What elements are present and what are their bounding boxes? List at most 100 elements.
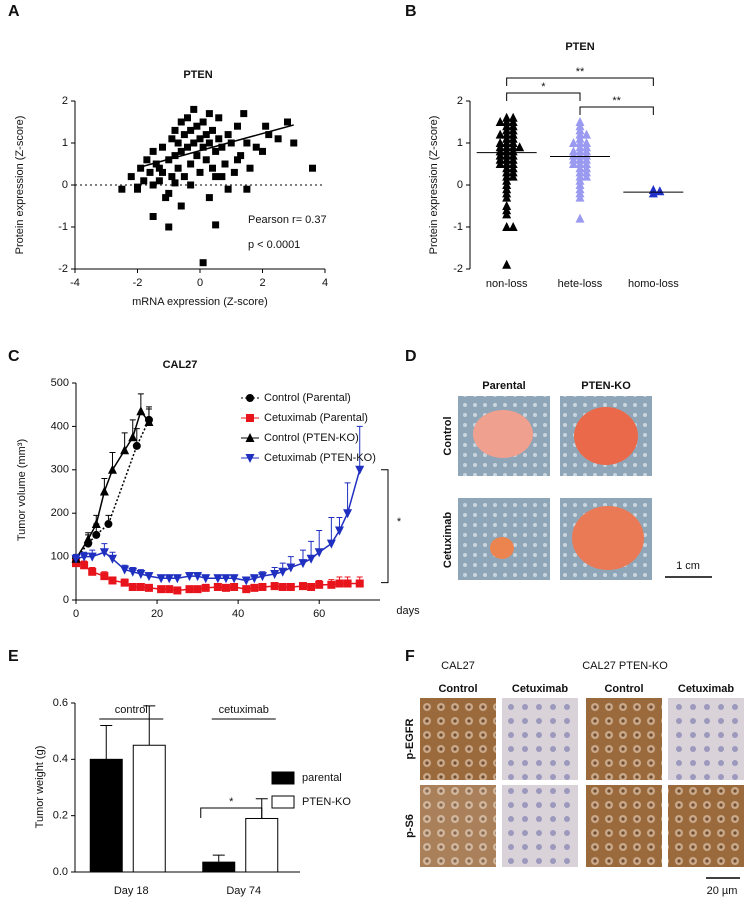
point <box>193 122 201 130</box>
legend-swatch <box>271 795 295 809</box>
point <box>136 569 146 579</box>
ihc-grid <box>420 698 744 879</box>
point <box>80 561 89 570</box>
point <box>270 569 280 579</box>
point <box>199 259 207 267</box>
scale-label: 1 cm <box>676 560 700 572</box>
bar <box>202 861 236 873</box>
point <box>127 173 135 181</box>
point <box>107 554 117 564</box>
panel-label: A <box>8 3 20 20</box>
point <box>165 189 173 197</box>
error-bar <box>100 725 113 760</box>
point <box>174 164 182 172</box>
point <box>502 259 512 269</box>
point <box>91 519 101 529</box>
column-label: PTEN-KO <box>581 380 631 392</box>
point <box>259 147 266 155</box>
point <box>205 139 213 147</box>
point <box>187 160 195 168</box>
y-tick-label: 1 <box>457 137 463 149</box>
point <box>144 583 153 592</box>
y-tick-label: 0.2 <box>53 810 68 822</box>
point <box>334 526 344 536</box>
y-axis-title: Tumor weight (g) <box>34 746 46 829</box>
point <box>243 185 251 193</box>
x-tick-label: 20 <box>151 608 163 620</box>
point <box>284 118 291 126</box>
column-label: Cetuximab <box>678 683 735 695</box>
annotation: Pearson r= 0.37 <box>248 214 327 226</box>
point <box>242 585 251 594</box>
point <box>157 585 166 594</box>
point <box>120 445 130 455</box>
point <box>575 192 585 202</box>
point <box>508 171 518 181</box>
point <box>205 194 213 202</box>
point <box>229 574 239 584</box>
y-tick-label: 0 <box>62 179 68 191</box>
chart-title: PTEN <box>565 41 594 53</box>
point <box>274 135 282 143</box>
point <box>237 152 245 160</box>
point <box>180 131 188 139</box>
point <box>171 126 179 134</box>
point <box>502 222 512 231</box>
significance-label: ** <box>612 95 621 107</box>
legend-label: Cetuximab (Parental) <box>264 412 368 424</box>
point <box>286 563 296 573</box>
point <box>224 185 232 193</box>
point <box>149 181 157 189</box>
group-label: CAL27 <box>441 660 475 672</box>
point <box>495 159 505 168</box>
point <box>199 118 207 126</box>
ihc-image <box>502 785 578 867</box>
point <box>168 135 176 143</box>
point <box>88 567 97 576</box>
tumor <box>490 537 514 559</box>
point <box>306 554 316 564</box>
point <box>508 112 518 122</box>
legend-label: PTEN-KO <box>302 796 351 808</box>
point <box>120 578 129 587</box>
y-axis-title: Protein expression (Z-score) <box>14 116 26 255</box>
point <box>108 576 117 585</box>
point <box>132 441 141 450</box>
point <box>495 129 505 139</box>
point <box>326 539 336 549</box>
ihc-image <box>668 698 744 780</box>
point <box>149 147 157 155</box>
column-label: Parental <box>482 380 525 392</box>
y-tick-label: 1 <box>62 137 68 149</box>
x-tick-label: 0 <box>197 277 203 289</box>
point <box>262 122 270 130</box>
point <box>159 168 166 176</box>
point <box>92 530 101 539</box>
significance-bracket <box>506 92 581 101</box>
point <box>193 585 202 594</box>
point <box>184 572 194 582</box>
point <box>215 135 223 143</box>
point <box>168 173 176 181</box>
error-bar <box>344 482 351 514</box>
point <box>79 552 89 562</box>
point <box>99 548 109 558</box>
point <box>209 126 216 134</box>
point <box>234 122 241 130</box>
panel-label: E <box>8 648 19 665</box>
y-axis-title: Protein expression (Z-score) <box>428 116 440 255</box>
legend-swatch <box>271 771 295 785</box>
point <box>71 554 81 564</box>
annotation: p < 0.0001 <box>248 239 300 251</box>
significance-bracket <box>506 77 654 86</box>
significance-bracket <box>200 807 263 818</box>
ihc-image <box>420 698 496 780</box>
photo-grid <box>458 396 712 580</box>
series-line <box>75 409 150 560</box>
point <box>137 164 145 172</box>
group-label: CAL27 PTEN-KO <box>582 660 668 672</box>
x-tick-label: non-loss <box>486 278 528 290</box>
x-tick-label: 0 <box>73 608 79 620</box>
point <box>355 579 364 588</box>
